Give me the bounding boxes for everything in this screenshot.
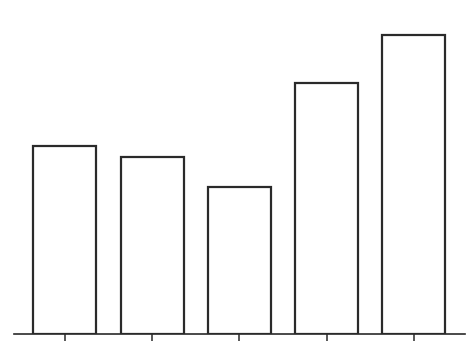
Bar	[295, 83, 358, 334]
Bar	[34, 146, 96, 334]
Bar	[383, 35, 445, 334]
Bar	[121, 158, 183, 334]
Bar	[208, 187, 271, 334]
